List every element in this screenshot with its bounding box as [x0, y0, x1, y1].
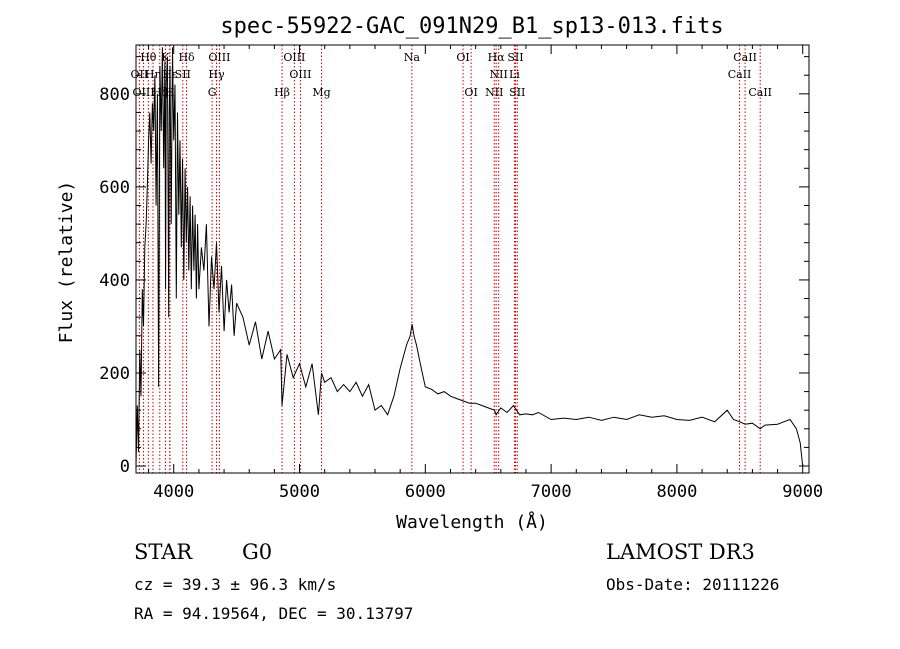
line-marker-label: OIII — [133, 86, 155, 99]
y-tick-label: 600 — [99, 178, 130, 198]
object-subclass: G0 — [242, 540, 273, 564]
line-marker-label: Na — [404, 51, 421, 64]
line-marker-label: Hη — [145, 68, 161, 81]
y-tick-label: 800 — [99, 85, 130, 105]
y-axis-label: Flux (relative) — [56, 181, 77, 344]
observation-date: Obs-Date: 20111226 — [606, 575, 780, 594]
x-tick-label: 4000 — [153, 482, 194, 502]
line-marker-label: Hθ — [140, 51, 157, 64]
x-axis-label: Wavelength (Å) — [396, 511, 548, 533]
line-marker-label: Hα — [488, 51, 506, 64]
spectrum-line — [135, 47, 804, 467]
x-tick-label: 5000 — [279, 482, 320, 502]
x-tick-label: 6000 — [405, 482, 446, 502]
survey-name: LAMOST DR3 — [606, 540, 755, 564]
y-tick-label: 200 — [99, 364, 130, 384]
line-markers — [138, 45, 761, 473]
line-marker-label: Mg — [312, 86, 330, 99]
line-marker-label: OIII — [289, 68, 311, 81]
line-marker-label: CaII — [728, 68, 752, 81]
chart-title: spec-55922-GAC_091N29_B1_sp13-013.fits — [220, 14, 723, 39]
line-marker-label: NII — [490, 68, 508, 81]
line-marker-label: Li — [509, 68, 520, 81]
ra-dec: RA = 94.19564, DEC = 30.13797 — [134, 604, 414, 623]
x-tick-label: 9000 — [782, 482, 823, 502]
line-marker-label: NII — [485, 86, 503, 99]
line-marker-label: CaII — [733, 51, 757, 64]
line-marker-label: OIII — [283, 51, 305, 64]
object-class: STAR — [134, 540, 193, 564]
redshift-cz: cz = 39.3 ± 96.3 km/s — [134, 575, 337, 594]
line-marker-label: Hγ — [208, 68, 225, 81]
line-marker-label: SII — [175, 68, 191, 81]
y-tick-label: 0 — [120, 457, 130, 477]
line-marker-label: K — [161, 51, 170, 64]
line-marker-label: SII — [509, 86, 525, 99]
x-tick-label: 7000 — [531, 482, 572, 502]
x-tick-label: 8000 — [656, 482, 697, 502]
line-marker-label: G — [208, 86, 217, 99]
y-tick-label: 400 — [99, 271, 130, 291]
line-marker-label: OI — [456, 51, 469, 64]
line-marker-label: Hβ — [274, 86, 290, 99]
line-marker-label: Hδ — [178, 51, 195, 64]
line-marker-label: OIII — [208, 51, 230, 64]
line-marker-label: SII — [507, 51, 523, 64]
line-marker-label: CaII — [748, 86, 772, 99]
axis-tick-labels: 4000 5000 6000 7000 8000 9000 0 200 400 600 800 — [99, 85, 823, 502]
plot-frame — [135, 44, 810, 474]
axis-ticks — [136, 45, 809, 473]
line-marker-label: OI — [464, 86, 477, 99]
line-marker-label: OII — [131, 68, 149, 81]
